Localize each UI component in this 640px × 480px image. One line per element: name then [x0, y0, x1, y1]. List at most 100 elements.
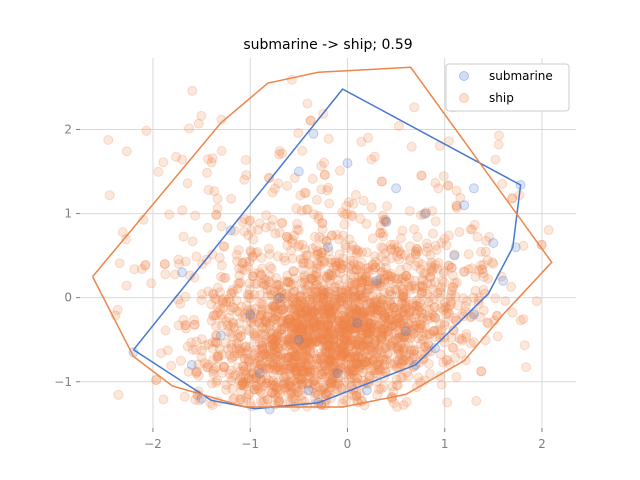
- ship-point: [300, 310, 310, 321]
- ship-point: [351, 390, 362, 401]
- ship-point: [370, 340, 381, 351]
- data-points: [103, 74, 554, 415]
- ship-point: [346, 339, 357, 350]
- submarine-point: [332, 368, 343, 379]
- ship-point: [280, 371, 291, 382]
- ship-point: [378, 324, 389, 334]
- ship-point: [329, 351, 340, 362]
- ship-point: [355, 343, 366, 354]
- ship-point: [354, 285, 365, 296]
- ship-point: [383, 303, 394, 314]
- ship-point: [315, 316, 326, 327]
- ship-point: [339, 219, 350, 230]
- ship-point: [317, 305, 328, 316]
- ship-point: [223, 293, 234, 304]
- ship-point: [252, 317, 263, 327]
- ship-point: [182, 178, 193, 189]
- ship-point: [478, 268, 489, 279]
- ship-point: [341, 352, 352, 363]
- ship-point: [248, 368, 258, 379]
- ship-point: [346, 245, 357, 255]
- ship-point: [344, 324, 355, 334]
- ship-point: [332, 344, 343, 355]
- ship-point: [355, 213, 366, 224]
- ship-point: [304, 294, 315, 305]
- ship-point: [166, 360, 177, 371]
- ship-point: [362, 328, 373, 339]
- ship-point: [396, 233, 406, 244]
- ship-point: [239, 214, 250, 225]
- ship-point: [353, 276, 364, 287]
- ship-point: [173, 320, 184, 331]
- submarine-point: [420, 208, 431, 219]
- ship-point: [351, 306, 362, 317]
- ship-point: [421, 238, 432, 249]
- ship-point: [264, 357, 275, 367]
- ship-point: [425, 272, 436, 282]
- ship-point: [314, 316, 325, 327]
- ship-point: [264, 173, 275, 183]
- ship-point: [276, 305, 287, 316]
- ship-point: [264, 363, 275, 374]
- ship-point: [372, 309, 383, 320]
- ship-point: [276, 285, 287, 296]
- ship-point: [477, 264, 488, 275]
- ship-point: [250, 248, 261, 259]
- ship-point: [312, 389, 323, 400]
- ship-point: [351, 345, 361, 356]
- ship-point: [267, 338, 278, 349]
- ship-point: [238, 361, 249, 372]
- ship-point: [273, 364, 284, 375]
- ship-point: [267, 340, 278, 351]
- ship-point: [395, 303, 406, 314]
- ship-point: [404, 283, 415, 293]
- ship-point: [362, 276, 373, 287]
- ship-point: [313, 300, 324, 311]
- ship-point: [454, 227, 465, 237]
- ship-point: [267, 340, 278, 351]
- ship-point: [365, 319, 376, 330]
- ship-point: [380, 248, 391, 259]
- ship-point: [416, 288, 427, 298]
- ship-point: [434, 332, 445, 343]
- ship-point: [212, 302, 223, 313]
- ship-point: [409, 280, 420, 291]
- ship-point: [242, 289, 253, 300]
- ship-point: [287, 337, 298, 348]
- ship-point: [317, 288, 328, 299]
- ship-point: [372, 334, 383, 345]
- ship-point: [328, 334, 339, 345]
- ship-point: [364, 318, 375, 329]
- ship-point: [456, 334, 467, 344]
- ship-point: [318, 382, 329, 393]
- ship-point: [254, 318, 265, 329]
- ship-point: [403, 318, 414, 329]
- ship-point: [387, 337, 398, 348]
- ship-point: [343, 286, 354, 297]
- ship-point: [303, 378, 314, 389]
- ship-point: [308, 306, 319, 317]
- ship-point: [311, 375, 322, 386]
- ship-point: [324, 278, 335, 289]
- ship-point: [482, 317, 493, 328]
- ship-point: [245, 245, 256, 256]
- ship-point: [433, 183, 444, 194]
- ship-point: [418, 334, 428, 345]
- ship-point: [250, 331, 261, 342]
- ship-point: [310, 301, 321, 312]
- ship-point: [355, 293, 366, 304]
- ship-point: [429, 325, 440, 336]
- ship-point: [401, 396, 412, 407]
- ship-point: [398, 307, 409, 318]
- ship-point: [261, 362, 272, 373]
- ship-point: [369, 151, 380, 162]
- ship-point: [245, 362, 256, 373]
- ship-point: [329, 257, 340, 268]
- ship-point: [257, 340, 268, 351]
- ship-point: [316, 314, 327, 325]
- ship-point: [237, 380, 248, 390]
- ship-point: [377, 228, 388, 239]
- ship-point: [232, 283, 243, 294]
- ship-point: [282, 356, 293, 367]
- ship-point: [359, 309, 370, 320]
